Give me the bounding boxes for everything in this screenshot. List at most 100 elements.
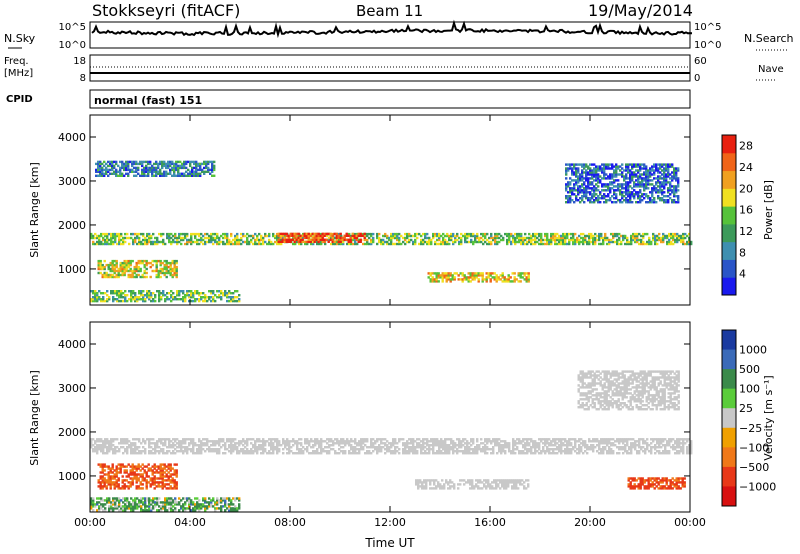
heatmap-cell xyxy=(189,162,192,166)
heatmap-cell xyxy=(416,438,419,441)
heatmap-cell xyxy=(596,444,599,447)
heatmap-cell xyxy=(642,232,645,236)
heatmap-cell xyxy=(610,448,613,451)
heatmap-cell xyxy=(312,444,315,447)
heatmap-cell xyxy=(656,438,659,441)
heatmap-cell xyxy=(127,275,130,279)
heatmap-cell xyxy=(337,234,340,237)
heatmap-cell xyxy=(501,483,504,486)
heatmap-cell xyxy=(346,442,349,445)
heatmap-cell xyxy=(448,444,451,447)
heatmap-cell xyxy=(230,299,233,303)
heatmap-cell xyxy=(277,234,280,237)
heatmap-cell xyxy=(642,446,645,449)
heatmap-cell xyxy=(649,171,652,174)
heatmap-cell xyxy=(148,296,151,299)
heatmap-cell xyxy=(157,166,160,170)
y-tick-label: 1000 xyxy=(58,263,86,276)
heatmap-cell xyxy=(612,234,615,238)
heatmap-cell xyxy=(472,242,475,246)
heatmap-cell xyxy=(523,485,526,488)
heatmap-cell xyxy=(523,278,526,281)
heatmap-cell xyxy=(386,446,389,449)
heatmap-cell xyxy=(212,440,215,443)
heatmap-cell xyxy=(441,278,444,281)
heatmap-cell xyxy=(660,446,663,449)
heatmap-cell xyxy=(298,234,301,238)
heatmap-cell xyxy=(671,163,674,166)
heatmap-cell xyxy=(108,238,111,242)
heatmap-cell xyxy=(272,446,275,449)
heatmap-cell xyxy=(226,294,229,297)
heatmap-cell xyxy=(296,448,299,451)
heatmap-cell xyxy=(577,177,580,180)
heatmap-cell xyxy=(601,171,604,174)
heatmap-cell xyxy=(572,240,575,244)
heatmap-cell xyxy=(207,166,210,170)
heatmap-cell xyxy=(114,234,117,238)
heatmap-cell xyxy=(156,240,159,244)
heatmap-cell xyxy=(372,442,375,445)
colorbar-frame xyxy=(721,134,737,296)
heatmap-cell xyxy=(242,444,245,447)
heatmap-cell xyxy=(292,452,295,455)
heatmap-cell xyxy=(416,446,419,449)
heatmap-cell xyxy=(538,442,541,445)
heatmap-cell xyxy=(626,444,629,447)
heatmap-cell xyxy=(140,442,143,445)
heatmap-cell xyxy=(125,471,128,474)
heatmap-cell xyxy=(136,236,139,240)
heatmap-cell xyxy=(522,452,525,455)
heatmap-cell xyxy=(429,274,432,277)
heatmap-cell xyxy=(591,177,594,180)
heatmap-cell xyxy=(97,265,100,269)
heatmap-cell xyxy=(433,487,436,490)
heatmap-cell xyxy=(198,444,201,447)
heatmap-cell xyxy=(554,242,557,246)
heatmap-cell xyxy=(674,448,677,451)
heatmap-cell xyxy=(131,481,134,484)
heatmap-cell xyxy=(154,299,157,303)
heatmap-cell xyxy=(392,444,395,447)
heatmap-cell xyxy=(673,169,676,172)
heatmap-cell xyxy=(139,275,142,279)
heatmap-cell xyxy=(589,167,592,170)
heatmap-cell xyxy=(493,272,496,275)
heatmap-cell xyxy=(107,477,110,480)
heatmap-cell xyxy=(180,444,183,447)
heatmap-cell xyxy=(686,240,689,244)
heatmap-cell xyxy=(141,168,144,172)
heatmap-cell xyxy=(676,446,679,449)
heatmap-cell xyxy=(184,442,187,445)
heatmap-cell xyxy=(128,236,131,240)
heatmap-cell xyxy=(632,238,635,242)
heatmap-cell xyxy=(210,440,213,443)
heatmap-cell xyxy=(137,259,140,263)
heatmap-cell xyxy=(107,265,110,269)
heatmap-cell xyxy=(431,280,434,283)
heatmap-cell xyxy=(123,487,126,490)
heatmap-cell xyxy=(516,236,519,240)
heatmap-cell xyxy=(109,160,112,164)
heatmap-cell xyxy=(313,236,316,239)
y-tick-label: 2000 xyxy=(58,219,86,232)
heatmap-cell xyxy=(565,171,568,174)
heatmap-cell xyxy=(565,187,568,190)
heatmap-cell xyxy=(145,168,148,172)
heatmap-cell xyxy=(478,238,481,242)
heatmap-cell xyxy=(202,238,205,242)
heatmap-cell xyxy=(214,440,217,443)
heatmap-cell xyxy=(184,450,187,453)
heatmap-cell xyxy=(106,234,109,238)
heatmap-cell xyxy=(134,292,137,295)
heatmap-cell xyxy=(578,240,581,244)
heatmap-cell xyxy=(632,444,635,447)
heatmap-cell xyxy=(581,199,584,202)
heatmap-cell xyxy=(466,232,469,236)
heatmap-cell xyxy=(370,232,373,236)
heatmap-cell xyxy=(534,448,537,451)
heatmap-cell xyxy=(90,440,93,443)
heatmap-cell xyxy=(538,438,541,441)
heatmap-cell xyxy=(626,442,629,445)
heatmap-cell xyxy=(145,170,148,173)
